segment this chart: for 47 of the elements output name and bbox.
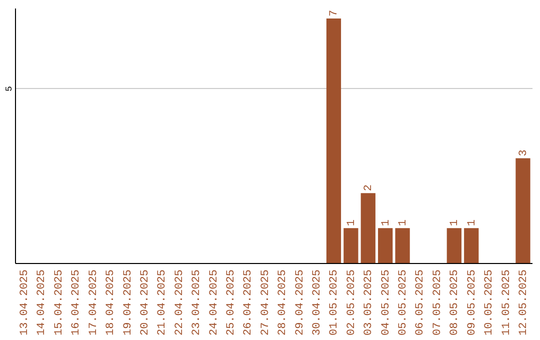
x-tick-label: 11.05.2025 xyxy=(500,270,513,336)
x-tick-label: 22.04.2025 xyxy=(174,270,186,336)
x-tick-label: 20.04.2025 xyxy=(139,270,152,336)
x-tick-label: 30.04.2025 xyxy=(312,270,324,336)
bar xyxy=(344,228,358,263)
x-tick-label: 21.04.2025 xyxy=(156,270,169,336)
bar xyxy=(464,228,479,263)
bar xyxy=(360,193,376,263)
bar xyxy=(378,228,393,263)
bar xyxy=(395,228,410,263)
x-tick-label: 23.04.2025 xyxy=(191,270,204,336)
x-tick-label: 15.04.2025 xyxy=(53,270,66,336)
x-tick-label: 01.05.2025 xyxy=(328,270,341,336)
x-tick-label: 07.05.2025 xyxy=(432,270,444,336)
x-tick-label: 03.05.2025 xyxy=(363,270,376,336)
x-tick-label: 17.04.2025 xyxy=(88,270,100,336)
x-tick-label: 24.04.2025 xyxy=(208,270,220,336)
x-tick-label: 06.05.2025 xyxy=(414,270,427,336)
x-tick-label: 28.04.2025 xyxy=(277,270,290,336)
x-tick-label: 13.04.2025 xyxy=(19,270,32,336)
data-label: 1 xyxy=(380,219,392,226)
x-tick-label: 18.04.2025 xyxy=(105,270,118,336)
x-tick-label: 02.05.2025 xyxy=(346,270,358,336)
x-tick-label: 27.04.2025 xyxy=(260,270,272,336)
data-label: 1 xyxy=(466,219,478,226)
x-tick-label: 05.05.2025 xyxy=(398,270,410,336)
bar xyxy=(446,228,462,263)
x-tick-label: 08.05.2025 xyxy=(449,270,462,336)
x-tick-label: 26.04.2025 xyxy=(242,270,255,336)
x-tick-label: 04.05.2025 xyxy=(380,270,392,336)
bar xyxy=(326,18,342,263)
data-label: 7 xyxy=(328,10,341,16)
x-tick-label: 16.04.2025 xyxy=(70,270,83,336)
data-label: 2 xyxy=(363,184,376,192)
x-tick-label: 14.04.2025 xyxy=(36,270,48,336)
x-tick-label: 10.05.2025 xyxy=(484,270,496,336)
y-tick-label: 5 xyxy=(4,86,14,92)
data-label: 1 xyxy=(449,219,462,226)
data-label: 1 xyxy=(398,219,410,226)
x-tick-label: 25.04.2025 xyxy=(225,270,238,336)
x-tick-label: 09.05.2025 xyxy=(466,270,478,336)
bar xyxy=(516,158,530,263)
x-tick-label: 19.04.2025 xyxy=(122,270,134,336)
data-label: 1 xyxy=(346,219,358,226)
x-tick-label: 12.05.2025 xyxy=(518,270,530,336)
x-tick-label: 29.04.2025 xyxy=(294,270,306,336)
data-label: 3 xyxy=(518,150,530,156)
